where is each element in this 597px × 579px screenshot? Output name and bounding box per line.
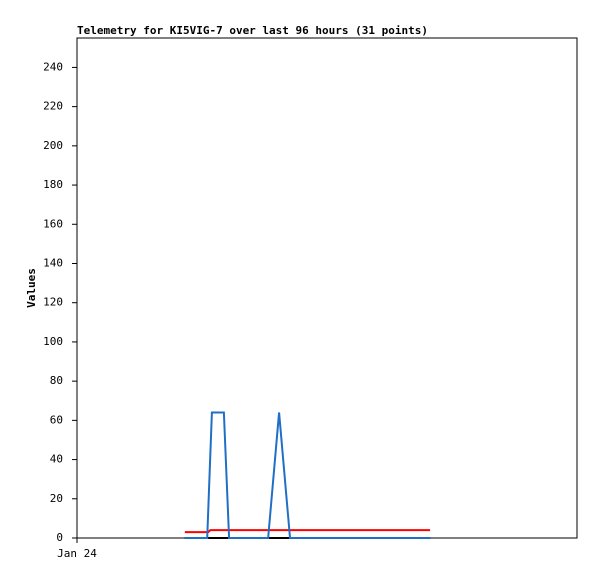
- y-tick-label: 40: [50, 453, 63, 466]
- y-tick-label: 80: [50, 374, 63, 387]
- chart-title: Telemetry for KI5VIG-7 over last 96 hour…: [77, 24, 428, 37]
- y-tick-label: 100: [43, 335, 63, 348]
- y-tick-label: 220: [43, 100, 63, 113]
- series-line: [184, 411, 431, 539]
- y-tick-label: 0: [56, 531, 63, 544]
- y-tick-label: 60: [50, 413, 63, 426]
- y-tick-label: 180: [43, 178, 63, 191]
- y-axis-label: Values: [25, 268, 38, 308]
- y-tick-label: 160: [43, 217, 63, 230]
- y-tick-label: 240: [43, 60, 63, 73]
- y-tick-label: 120: [43, 296, 63, 309]
- x-tick-label: Jan 24: [57, 547, 97, 560]
- series-line: [184, 529, 431, 534]
- y-tick-label: 200: [43, 139, 63, 152]
- y-tick-label: 20: [50, 492, 63, 505]
- y-tick-label: 140: [43, 256, 63, 269]
